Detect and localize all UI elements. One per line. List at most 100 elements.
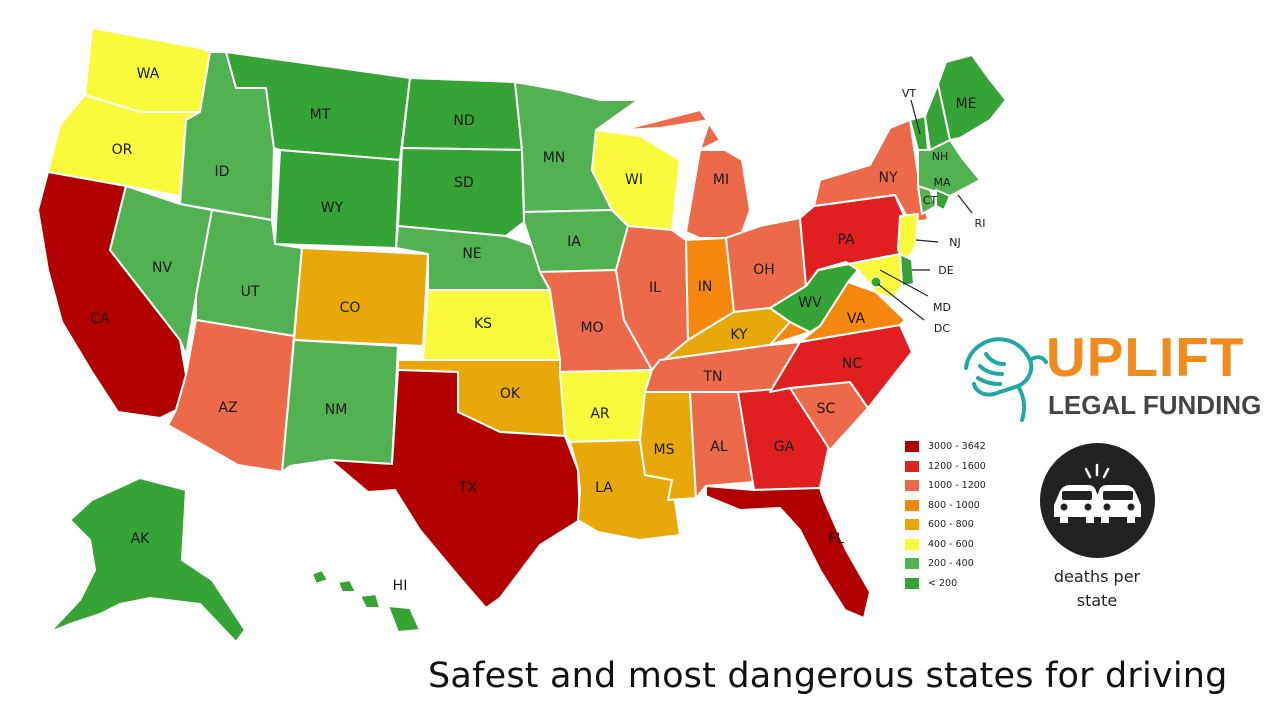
state-label-NE: NE bbox=[462, 246, 481, 262]
state-label-AZ: AZ bbox=[218, 400, 237, 416]
legend-item: 1200 - 1600 bbox=[905, 457, 986, 477]
state-label-AR: AR bbox=[590, 406, 610, 422]
state-label-DC: DC bbox=[934, 322, 950, 335]
state-label-MI: MI bbox=[713, 172, 729, 188]
legend: 3000 - 3642 1200 - 1600 1000 - 1200 800 - 1… bbox=[905, 437, 986, 593]
state-label-KY: KY bbox=[730, 327, 748, 343]
state-HI[interactable] bbox=[311, 569, 421, 633]
legend-label: 400 - 600 bbox=[928, 538, 974, 550]
state-label-MT: MT bbox=[310, 107, 331, 123]
state-label-NV: NV bbox=[152, 260, 172, 276]
state-label-ID: ID bbox=[215, 164, 230, 180]
legend-label: 1200 - 1600 bbox=[928, 460, 986, 472]
legend-label: < 200 bbox=[928, 577, 958, 589]
state-AL[interactable] bbox=[689, 391, 755, 499]
legend-swatch bbox=[905, 441, 919, 453]
state-label-KS: KS bbox=[474, 316, 492, 332]
state-label-CT: CT bbox=[923, 194, 938, 207]
brand-tagline: LEGAL FUNDING bbox=[1048, 390, 1262, 420]
handshake-logo-icon bbox=[964, 337, 1048, 422]
legend-swatch bbox=[905, 460, 919, 472]
state-label-AK: AK bbox=[131, 531, 151, 547]
legend-item: < 200 bbox=[905, 574, 986, 594]
state-label-MD: MD bbox=[933, 301, 951, 314]
state-label-HI: HI bbox=[393, 578, 408, 594]
state-label-MO: MO bbox=[580, 320, 603, 336]
state-labels: WA OR CA ID NV UT AZ MT WY CO NM ND SD N… bbox=[90, 66, 985, 594]
legend-item: 3000 - 3642 bbox=[905, 437, 986, 457]
state-label-FL: FL bbox=[828, 531, 844, 547]
state-label-SD: SD bbox=[454, 175, 474, 191]
state-label-MS: MS bbox=[654, 442, 675, 458]
state-label-TN: TN bbox=[702, 369, 722, 385]
state-label-NC: NC bbox=[842, 356, 862, 372]
state-label-NJ: NJ bbox=[949, 236, 960, 249]
car-crash-icon bbox=[1040, 443, 1155, 558]
legend-item: 200 - 400 bbox=[905, 554, 986, 574]
state-label-TX: TX bbox=[458, 480, 478, 496]
page-title: Safest and most dangerous states for dri… bbox=[428, 656, 1228, 696]
state-label-ND: ND bbox=[453, 113, 474, 129]
legend-swatch bbox=[905, 538, 919, 550]
state-label-LA: LA bbox=[595, 480, 613, 496]
state-label-IL: IL bbox=[649, 280, 661, 296]
legend-swatch bbox=[905, 558, 919, 570]
state-label-WY: WY bbox=[321, 200, 344, 216]
legend-item: 400 - 600 bbox=[905, 535, 986, 555]
state-NV[interactable] bbox=[109, 185, 213, 356]
legend-label: 800 - 1000 bbox=[928, 499, 980, 511]
state-label-OR: OR bbox=[112, 142, 133, 158]
leader-lines bbox=[877, 99, 973, 321]
legend-swatch bbox=[905, 577, 919, 589]
state-NJ[interactable] bbox=[897, 213, 919, 263]
state-label-NH: NH bbox=[932, 150, 949, 163]
state-label-WV: WV bbox=[798, 295, 822, 311]
state-label-VT: VT bbox=[902, 87, 917, 100]
state-AK[interactable] bbox=[49, 477, 246, 643]
state-MI[interactable] bbox=[621, 109, 751, 239]
state-label-OK: OK bbox=[500, 386, 521, 402]
state-label-CA: CA bbox=[90, 311, 110, 327]
brand-name: UPLIFT bbox=[1046, 326, 1245, 388]
state-label-VA: VA bbox=[847, 311, 866, 327]
legend-caption: deaths per state bbox=[1026, 565, 1168, 613]
legend-label: 1000 - 1200 bbox=[928, 480, 986, 492]
state-label-MA: MA bbox=[933, 176, 950, 189]
legend-swatch bbox=[905, 480, 919, 492]
legend-label: 3000 - 3642 bbox=[928, 441, 986, 453]
state-label-NY: NY bbox=[878, 170, 897, 186]
state-label-GA: GA bbox=[774, 439, 795, 455]
state-label-UT: UT bbox=[241, 284, 260, 300]
state-RI[interactable] bbox=[935, 189, 951, 211]
state-label-MN: MN bbox=[543, 150, 566, 166]
state-TX[interactable] bbox=[329, 369, 581, 609]
state-label-PA: PA bbox=[837, 232, 855, 248]
legend-item: 800 - 1000 bbox=[905, 496, 986, 516]
legend-swatch bbox=[905, 519, 919, 531]
state-label-DE: DE bbox=[938, 264, 953, 277]
state-FL[interactable] bbox=[705, 485, 871, 619]
state-label-WA: WA bbox=[137, 66, 160, 82]
legend-caption-line1: deaths per bbox=[1053, 567, 1141, 586]
state-label-WI: WI bbox=[625, 172, 643, 188]
legend-label: 200 - 400 bbox=[928, 558, 974, 570]
state-label-IA: IA bbox=[567, 234, 581, 250]
legend-swatch bbox=[905, 499, 919, 511]
state-label-ME: ME bbox=[956, 96, 977, 112]
state-label-RI: RI bbox=[975, 217, 986, 230]
state-label-SC: SC bbox=[817, 401, 836, 417]
state-NY[interactable] bbox=[813, 119, 929, 223]
legend-caption-line2: state bbox=[1076, 591, 1118, 610]
state-label-AL: AL bbox=[710, 439, 728, 455]
state-label-OH: OH bbox=[753, 262, 775, 278]
state-label-NM: NM bbox=[325, 402, 348, 418]
legend-item: 1000 - 1200 bbox=[905, 476, 986, 496]
legend-item: 600 - 800 bbox=[905, 515, 986, 535]
state-ME[interactable] bbox=[937, 54, 1007, 141]
state-CO[interactable] bbox=[293, 247, 429, 347]
state-label-CO: CO bbox=[340, 300, 361, 316]
state-SD[interactable] bbox=[397, 147, 525, 237]
state-label-IN: IN bbox=[698, 279, 713, 295]
state-WY[interactable] bbox=[274, 149, 401, 249]
